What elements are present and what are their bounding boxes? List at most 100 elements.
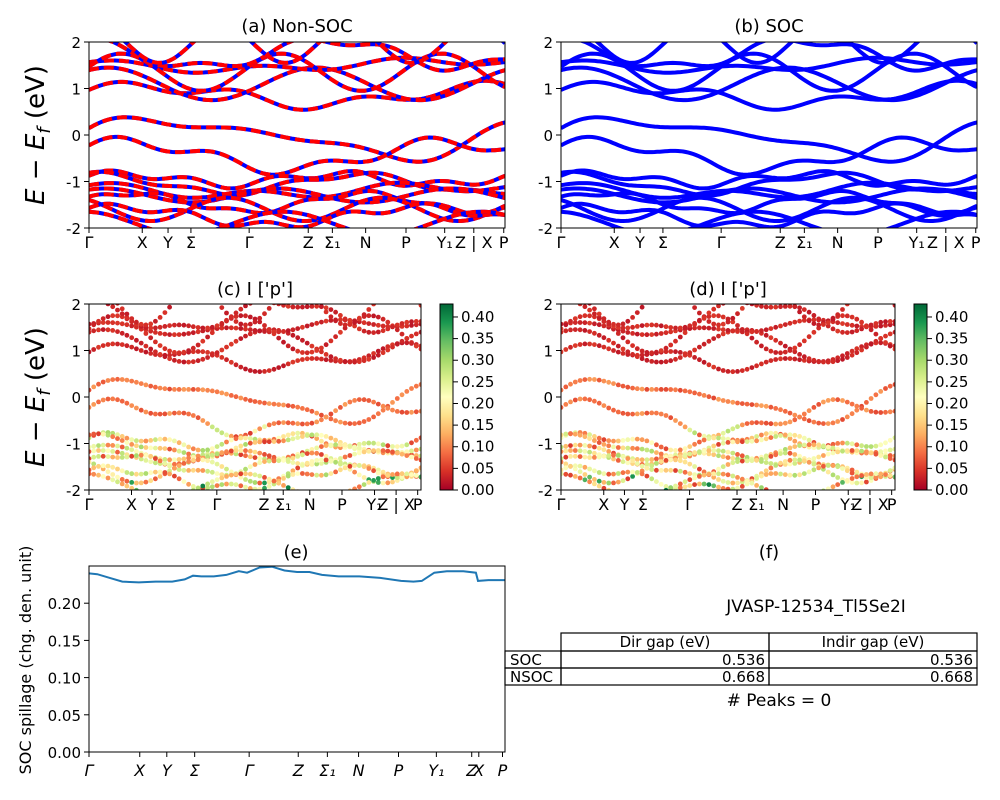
y-tick-label: 0.10 (48, 670, 81, 688)
scatter-point (300, 434, 305, 439)
scatter-point (697, 310, 702, 316)
scatter-point (844, 351, 850, 356)
scatter-point (711, 452, 717, 458)
scatter-point (792, 349, 798, 355)
scatter-point (739, 476, 745, 482)
scatter-point (190, 413, 196, 418)
scatter-point (219, 321, 225, 326)
scatter-point (801, 442, 807, 448)
scatter-point (385, 443, 391, 449)
scatter-point (630, 352, 635, 357)
scatter-point (563, 347, 569, 352)
scatter-point (157, 469, 163, 475)
scatter-point (167, 411, 173, 416)
scatter-point (252, 455, 258, 460)
scatter-point (181, 322, 187, 328)
scatter-point (153, 318, 158, 324)
scatter-point (319, 438, 324, 444)
scatter-point (110, 396, 116, 402)
scatter-point (375, 476, 381, 481)
scatter-point (209, 452, 215, 458)
scatter-point (314, 461, 320, 467)
scatter-point (754, 304, 759, 308)
scatter-point (697, 481, 702, 487)
scatter-point (825, 320, 831, 325)
scatter-point (404, 319, 410, 325)
scatter-point (844, 478, 850, 483)
scatter-point (309, 459, 315, 464)
scatter-point (658, 459, 664, 464)
scatter-point (238, 443, 244, 449)
scatter-point (711, 448, 717, 453)
scatter-point (859, 448, 864, 454)
scatter-point (682, 424, 688, 430)
scatter-point (572, 320, 578, 325)
scatter-point (238, 326, 244, 331)
scatter-point (371, 304, 376, 307)
scatter-point (811, 456, 817, 461)
scatter-point (654, 456, 659, 462)
scatter-point (735, 452, 740, 457)
scatter-point (596, 311, 602, 317)
scatter-point (252, 462, 258, 467)
scatter-point (735, 311, 740, 317)
scatter-point (195, 325, 201, 330)
scatter-point (119, 311, 125, 317)
scatter-point (644, 322, 650, 328)
scatter-point (418, 453, 421, 459)
scatter-point (844, 355, 850, 360)
scatter-point (849, 476, 855, 481)
scatter-point (304, 356, 310, 362)
scatter-point (816, 420, 822, 426)
scatter-point (380, 403, 386, 409)
scatter-point (200, 468, 206, 473)
scatter-point (96, 381, 101, 387)
soc-band-9 (561, 209, 977, 228)
x-tick-label: Z | X (927, 233, 965, 252)
y-tick-label: 2 (543, 296, 553, 314)
scatter-point (587, 436, 592, 441)
scatter-point (173, 304, 176, 305)
scatter-point (649, 457, 655, 462)
scatter-point (271, 478, 277, 484)
scatter-point (601, 378, 607, 384)
scatter-point (101, 288, 106, 293)
scatter-point (730, 480, 736, 486)
scatter-point (390, 479, 395, 485)
scatter-point (625, 325, 631, 331)
scatter-point (830, 316, 836, 322)
scatter-point (409, 409, 414, 415)
scatter-point (659, 287, 664, 292)
x-tick-label: Y₁ (436, 233, 453, 252)
scatter-point (105, 454, 111, 459)
scatter-point (352, 451, 357, 457)
scatter-point (582, 449, 588, 454)
scatter-point (787, 461, 793, 467)
scatter-point (214, 323, 220, 329)
scatter-point (100, 453, 106, 459)
scatter-point (366, 321, 372, 326)
scatter-point (167, 304, 173, 310)
scatter-points (559, 285, 895, 490)
scatter-point (238, 452, 244, 458)
scatter-point (219, 450, 225, 456)
scatter-point (725, 480, 731, 485)
scatter-point (787, 320, 793, 326)
scatter-point (644, 473, 650, 479)
scatter-point (749, 365, 755, 370)
scatter-point (559, 299, 564, 304)
scatter-point (892, 457, 895, 463)
scatter-point (233, 319, 239, 324)
scatter-point (706, 310, 712, 316)
scatter-point (572, 316, 578, 321)
scatter-point (105, 327, 111, 333)
x-tick-label: X (137, 233, 148, 252)
scatter-point (735, 369, 740, 374)
scatter-point (190, 446, 196, 452)
scatter-point (792, 438, 798, 444)
scatter-point (300, 421, 305, 427)
scatter-point (572, 397, 578, 403)
scatter-point (563, 285, 568, 290)
scatter-point (596, 478, 602, 484)
x-tick-label: N (360, 233, 372, 252)
